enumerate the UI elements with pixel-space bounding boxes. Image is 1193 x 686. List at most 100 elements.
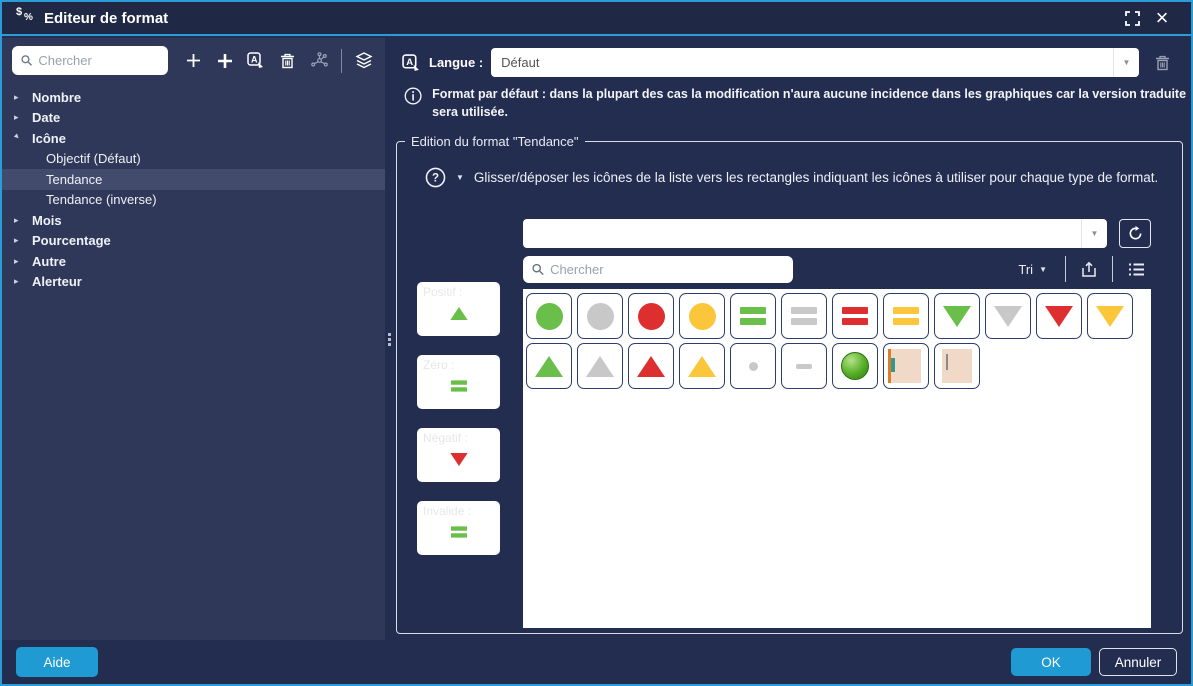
refresh-button[interactable]	[1119, 219, 1151, 248]
icon-set-row: ▼	[523, 219, 1151, 248]
tree-item-ic-ne[interactable]: ▸ Icône	[2, 128, 385, 149]
tree-item-pourcentage[interactable]: ▸ Pourcentage	[2, 231, 385, 252]
upload-icon-button[interactable]	[1074, 256, 1104, 282]
list-icon	[1128, 263, 1144, 275]
palette-icon-green-circle[interactable]	[526, 293, 572, 339]
palette-icon-red-equals[interactable]	[832, 293, 878, 339]
tree-item-tendance-inverse[interactable]: Tendance (inverse)	[2, 190, 385, 211]
chevron-down-icon[interactable]: ▼	[1081, 219, 1107, 248]
tools-divider	[1112, 256, 1113, 282]
icon-search-input[interactable]	[550, 261, 784, 277]
palette-icon-yellow-triangle-up[interactable]	[679, 343, 725, 389]
upload-icon	[1082, 261, 1096, 277]
palette-icon-gray-dash[interactable]	[781, 343, 827, 389]
format-search-input[interactable]	[38, 53, 160, 68]
tree-item-label: Date	[32, 110, 61, 126]
red-triangle-up-icon	[637, 355, 665, 377]
language-label: Langue :	[429, 55, 484, 70]
palette-icon-image-stripe[interactable]	[883, 343, 929, 389]
add-format-button[interactable]	[178, 48, 208, 74]
tree-item-label: Objectif (Défaut)	[46, 151, 141, 167]
icon-search[interactable]	[523, 255, 793, 283]
palette-icon-red-triangle-up[interactable]	[628, 343, 674, 389]
palette-icon-gray-triangle-up[interactable]	[577, 343, 623, 389]
palette-icon-gray-circle[interactable]	[577, 293, 623, 339]
language-select[interactable]: Défaut ▼	[491, 48, 1139, 77]
palette-icon-yellow-circle[interactable]	[679, 293, 725, 339]
fieldset-legend: Edition du format "Tendance"	[411, 134, 579, 149]
sort-caret-icon[interactable]: ▼	[1039, 264, 1047, 274]
layers-button[interactable]	[349, 48, 379, 74]
delete-language-button[interactable]	[1147, 50, 1177, 76]
chevron-down-icon[interactable]: ▼	[1113, 48, 1139, 77]
panel-splitter[interactable]	[385, 38, 394, 640]
tree-item-nombre[interactable]: ▸ Nombre	[2, 87, 385, 108]
palette-icon-green-triangle-up[interactable]	[526, 343, 572, 389]
tree-item-mois[interactable]: ▸ Mois	[2, 210, 385, 231]
icon-set-select[interactable]: ▼	[523, 219, 1107, 248]
red-equals-icon	[842, 307, 868, 325]
image-stripe-icon	[888, 349, 921, 383]
target-positif[interactable]: Positif :	[417, 282, 500, 336]
palette-icon-green-triangle-down[interactable]	[934, 293, 980, 339]
dialog-footer: Aide OK Annuler	[2, 640, 1191, 684]
ok-button[interactable]: OK	[1011, 648, 1091, 676]
tree-item-objectif-d-faut[interactable]: Objectif (Défaut)	[2, 149, 385, 170]
palette-icon-green-sphere[interactable]	[832, 343, 878, 389]
palette-icon-red-triangle-down[interactable]	[1036, 293, 1082, 339]
target-z-ro[interactable]: Zéro :	[417, 355, 500, 409]
tree-item-tendance[interactable]: Tendance	[2, 169, 385, 190]
help-icon[interactable]: ?	[425, 167, 446, 188]
tree-collapsed-arrow-icon[interactable]: ▸	[14, 214, 19, 225]
close-button[interactable]: ×	[1155, 5, 1169, 30]
tree-item-alerteur[interactable]: ▸ Alerteur	[2, 272, 385, 293]
collapse-hint-icon[interactable]: ▼	[456, 173, 464, 182]
maximize-button[interactable]	[1117, 5, 1147, 31]
palette-icon-red-circle[interactable]	[628, 293, 674, 339]
add-sub-format-button[interactable]	[210, 48, 240, 74]
tree-collapsed-arrow-icon[interactable]: ▸	[14, 112, 19, 123]
target-invalide[interactable]: Invalide :	[417, 501, 500, 555]
green-circle-icon	[535, 302, 563, 330]
translate-format-button[interactable]: A	[242, 48, 272, 74]
palette-icon-yellow-triangle-down[interactable]	[1087, 293, 1133, 339]
palette-icon-yellow-equals[interactable]	[883, 293, 929, 339]
tree-collapsed-arrow-icon[interactable]: ▸	[14, 235, 19, 246]
search-icon	[532, 263, 544, 275]
format-search[interactable]	[12, 46, 169, 75]
left-toolbar: A	[2, 38, 385, 81]
palette-icon-gray-dot[interactable]	[730, 343, 776, 389]
palette-icon-gray-triangle-down[interactable]	[985, 293, 1031, 339]
palette-icon-green-equals[interactable]	[730, 293, 776, 339]
gray-equals-icon	[791, 307, 817, 325]
palette-icon-gray-equals[interactable]	[781, 293, 827, 339]
list-view-button[interactable]	[1121, 256, 1151, 282]
target-n-gatif[interactable]: Négatif :	[417, 428, 500, 482]
format-dollar-percent-icon: $%	[16, 6, 33, 23]
palette-icon-image-line[interactable]	[934, 343, 980, 389]
format-tree: ▸ Nombre ▸ Date ▸ Icône Objectif (Défaut) Tenda…	[2, 87, 385, 292]
trash-icon	[1155, 55, 1169, 70]
cancel-button[interactable]: Annuler	[1099, 648, 1177, 676]
tree-item-autre[interactable]: ▸ Autre	[2, 251, 385, 272]
refresh-icon	[1129, 226, 1141, 240]
green-triangle-up-icon	[535, 355, 563, 377]
plus-icon	[186, 54, 200, 67]
hint-row: ? ▼ Glisser/déposer les icônes de la lis…	[425, 167, 1166, 188]
tree-collapsed-arrow-icon[interactable]: ▸	[14, 255, 19, 266]
green-equals-icon	[450, 526, 467, 538]
green-equals-icon	[450, 380, 467, 392]
trash-icon	[281, 53, 295, 68]
help-button[interactable]: Aide	[16, 647, 98, 677]
dependencies-button[interactable]	[305, 48, 335, 74]
tree-collapsed-arrow-icon[interactable]: ▸	[14, 276, 19, 287]
language-select-value: Défaut	[501, 55, 540, 70]
tree-collapsed-arrow-icon[interactable]: ▸	[14, 91, 19, 102]
delete-format-button[interactable]	[273, 48, 303, 74]
yellow-triangle-down-icon	[1096, 305, 1124, 327]
tree-item-date[interactable]: ▸ Date	[2, 108, 385, 129]
gray-dot-icon	[748, 361, 758, 371]
icon-palette	[523, 289, 1151, 628]
gray-circle-icon	[586, 302, 614, 330]
sort-label[interactable]: Tri	[1018, 261, 1034, 277]
